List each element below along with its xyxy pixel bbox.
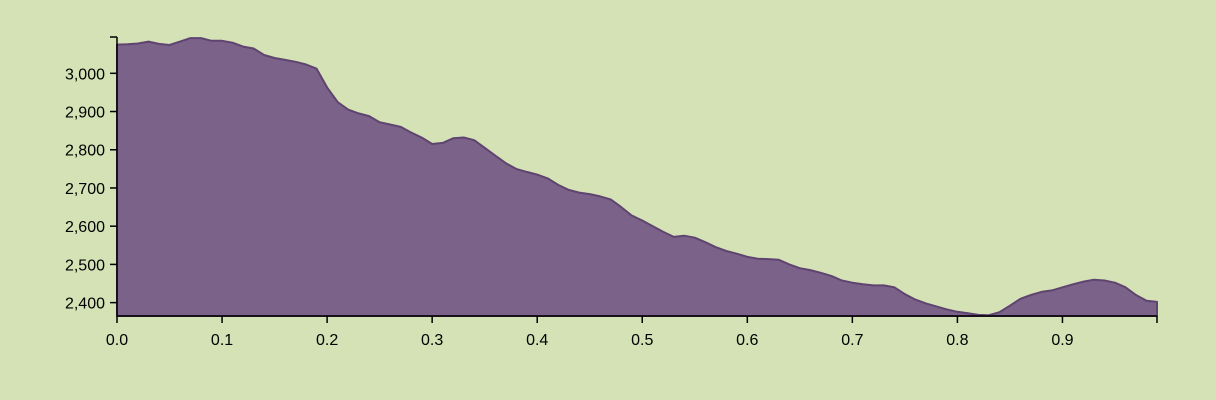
y-tick-label: 2,400: [65, 296, 105, 313]
x-tick-label: 0.6: [736, 332, 758, 349]
x-tick-label: 0.1: [211, 332, 233, 349]
y-tick-label: 2,800: [65, 143, 105, 160]
x-tick-label: 0.0: [106, 332, 128, 349]
y-tick-label: 2,600: [65, 219, 105, 236]
x-tick-label: 0.4: [526, 332, 548, 349]
y-tick-label: 2,700: [65, 181, 105, 198]
area-series: [116, 37, 1158, 317]
x-tick-label: 0.3: [421, 332, 443, 349]
y-tick-label: 3,000: [65, 66, 105, 83]
y-tick-label: 2,900: [65, 105, 105, 122]
x-axis: 0.0 0.1 0.2 0.3 0.4 0.5 0.6 0.7 0.8 0.9: [106, 315, 1158, 349]
x-tick-label: 0.5: [631, 332, 653, 349]
x-tick-label: 0.7: [841, 332, 863, 349]
y-axis: 2,400 2,500 2,600 2,700 2,800 2,900 3,000: [65, 36, 118, 316]
plot-area: [116, 37, 1158, 317]
x-tick-label: 0.8: [946, 332, 968, 349]
x-tick-label: 0.2: [316, 332, 338, 349]
y-tick-label: 2,500: [65, 257, 105, 274]
x-tick-label: 0.9: [1051, 332, 1073, 349]
